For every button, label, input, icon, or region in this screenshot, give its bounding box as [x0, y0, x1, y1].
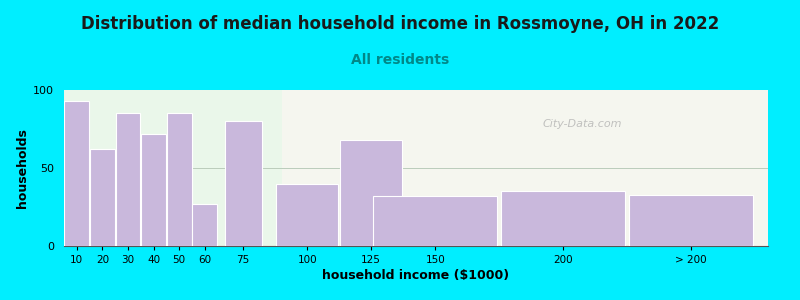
Bar [373, 196, 498, 246]
Bar [64, 90, 282, 246]
Bar [90, 149, 115, 246]
Bar [629, 194, 754, 246]
Bar [141, 134, 166, 246]
Y-axis label: households: households [16, 128, 29, 208]
Text: All residents: All residents [351, 53, 449, 67]
Bar [340, 140, 402, 246]
Bar [115, 113, 141, 246]
Bar [166, 113, 192, 246]
Bar [64, 101, 90, 246]
Bar [501, 191, 626, 246]
Bar [282, 90, 768, 246]
X-axis label: household income ($1000): household income ($1000) [322, 269, 510, 282]
Bar [276, 184, 338, 246]
Text: Distribution of median household income in Rossmoyne, OH in 2022: Distribution of median household income … [81, 15, 719, 33]
Bar [225, 121, 262, 246]
Bar [192, 204, 218, 246]
Text: City-Data.com: City-Data.com [542, 119, 622, 129]
